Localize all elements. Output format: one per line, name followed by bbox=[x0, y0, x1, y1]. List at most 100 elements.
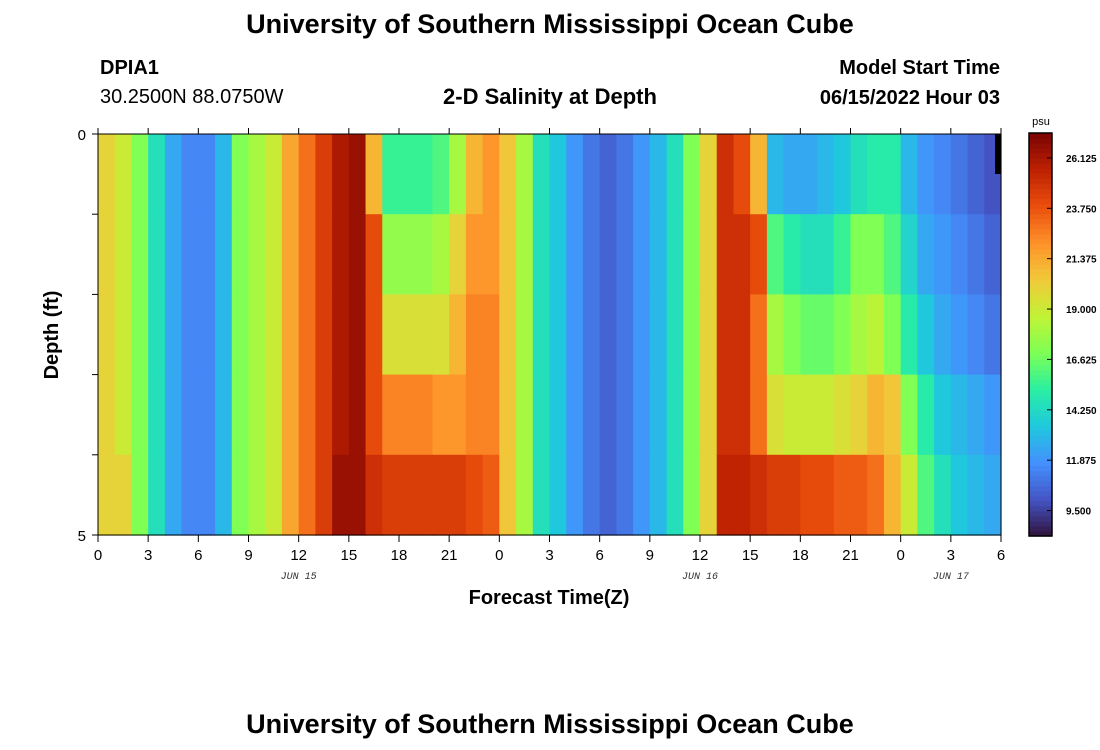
colorbar-segment bbox=[1029, 455, 1052, 462]
heatmap-cell bbox=[666, 374, 684, 456]
heatmap-cell bbox=[633, 214, 651, 295]
heatmap-cell bbox=[248, 374, 266, 456]
footer-title: University of Southern Mississippi Ocean… bbox=[246, 709, 854, 739]
colorbar-segment bbox=[1029, 525, 1052, 532]
heatmap-cell bbox=[800, 214, 818, 295]
heatmap-cell bbox=[616, 134, 634, 215]
heatmap-cell bbox=[633, 294, 651, 376]
heatmap-cell bbox=[231, 214, 250, 295]
heatmap-cell bbox=[148, 294, 166, 376]
colorbar-segment bbox=[1029, 445, 1052, 451]
heatmap-cell bbox=[883, 134, 902, 215]
heatmap-cell bbox=[566, 454, 584, 536]
heatmap-cell bbox=[382, 374, 400, 456]
heatmap-cell bbox=[850, 294, 868, 376]
colorbar-segment bbox=[1029, 183, 1052, 190]
heatmap-cell bbox=[599, 134, 617, 215]
heatmap-cell bbox=[148, 214, 166, 295]
colorbar-segment bbox=[1029, 248, 1052, 255]
colorbar-segment bbox=[1029, 374, 1052, 381]
heatmap-cell bbox=[599, 454, 617, 536]
heatmap-cell bbox=[766, 374, 785, 456]
colorbar-segment bbox=[1029, 193, 1052, 200]
colorbar-segment bbox=[1029, 133, 1052, 139]
heatmap-cell bbox=[265, 374, 283, 456]
heatmap-cell bbox=[348, 454, 367, 536]
heatmap-cell bbox=[231, 294, 250, 376]
heatmap-cell bbox=[549, 454, 567, 536]
heatmap-cell bbox=[850, 374, 868, 456]
colorbar-segment bbox=[1029, 178, 1052, 184]
heatmap-cell bbox=[666, 134, 684, 215]
heatmap-cell bbox=[934, 374, 952, 456]
heatmap-cell bbox=[833, 134, 852, 215]
heatmap-cell bbox=[566, 294, 584, 376]
heatmap-cell bbox=[900, 374, 918, 456]
heatmap-cell bbox=[98, 294, 116, 376]
colorbar-segment bbox=[1029, 415, 1052, 421]
heatmap-cell bbox=[432, 294, 450, 376]
heatmap-cell bbox=[995, 134, 1001, 174]
heatmap-cell bbox=[265, 454, 283, 536]
colorbar-tick-label: 14.250 bbox=[1066, 406, 1097, 417]
heatmap-cell bbox=[248, 134, 266, 215]
colorbar-frame bbox=[1028, 132, 1053, 537]
heatmap-cell bbox=[566, 214, 584, 295]
heatmap-cell bbox=[215, 454, 233, 536]
heatmap-cell bbox=[198, 214, 216, 295]
heatmap-cell bbox=[465, 454, 484, 536]
heatmap-cell bbox=[181, 454, 199, 536]
model-start-label: Model Start Time bbox=[839, 57, 1000, 79]
heatmap-cell bbox=[783, 214, 801, 295]
heatmap-cell bbox=[917, 214, 935, 295]
colorbar-segment bbox=[1029, 299, 1052, 305]
heatmap-cell bbox=[164, 454, 183, 536]
heatmap-cell bbox=[98, 134, 116, 215]
colorbar-segment bbox=[1029, 233, 1052, 240]
heatmap-cell bbox=[900, 454, 918, 536]
x-tick-label: 9 bbox=[244, 547, 252, 564]
colorbar-segment bbox=[1029, 354, 1052, 361]
heatmap-cell bbox=[950, 214, 969, 295]
heatmap-cell bbox=[683, 374, 701, 456]
heatmap-cell bbox=[633, 454, 651, 536]
heatmap-cell bbox=[449, 214, 467, 295]
heatmap-cell bbox=[833, 294, 852, 376]
heatmap-cell bbox=[549, 294, 567, 376]
heatmap-cell bbox=[516, 454, 534, 536]
heatmap-cell bbox=[833, 214, 852, 295]
x-tick-label: 21 bbox=[842, 547, 859, 564]
colorbar-segment bbox=[1029, 349, 1052, 356]
heatmap-cell bbox=[984, 214, 1002, 295]
heatmap-cell bbox=[633, 134, 651, 215]
heatmap-cell bbox=[716, 294, 735, 376]
heatmap-cell bbox=[399, 294, 417, 376]
heatmap-cell bbox=[215, 294, 233, 376]
colorbar-segment bbox=[1029, 389, 1052, 396]
heatmap-cell bbox=[750, 134, 768, 215]
heatmap-cell bbox=[482, 134, 500, 215]
heatmap-cell bbox=[783, 454, 801, 536]
heatmap-cell bbox=[215, 374, 233, 456]
x-tick-label: 0 bbox=[495, 547, 503, 564]
colorbar-segment bbox=[1029, 198, 1052, 205]
y-axis-title: Depth (ft) bbox=[41, 291, 63, 380]
heatmap-cell bbox=[716, 134, 735, 215]
colorbar-segment bbox=[1029, 460, 1052, 467]
heatmap-cell bbox=[114, 374, 133, 456]
heatmap-cell bbox=[917, 294, 935, 376]
colorbar-segment bbox=[1029, 359, 1052, 366]
heatmap-cell bbox=[432, 134, 450, 215]
colorbar-segment bbox=[1029, 148, 1052, 154]
heatmap-cell bbox=[281, 374, 300, 456]
heatmap-cell bbox=[181, 134, 199, 215]
heatmap-cell bbox=[683, 214, 701, 295]
heatmap-cell bbox=[566, 374, 584, 456]
heatmap-cell bbox=[231, 374, 250, 456]
colorbar-segment bbox=[1029, 500, 1052, 507]
heatmap-cell bbox=[98, 214, 116, 295]
heatmap-cell bbox=[298, 294, 316, 376]
colorbar-segment bbox=[1029, 480, 1052, 487]
heatmap-cell bbox=[800, 134, 818, 215]
heatmap-cell bbox=[917, 134, 935, 215]
